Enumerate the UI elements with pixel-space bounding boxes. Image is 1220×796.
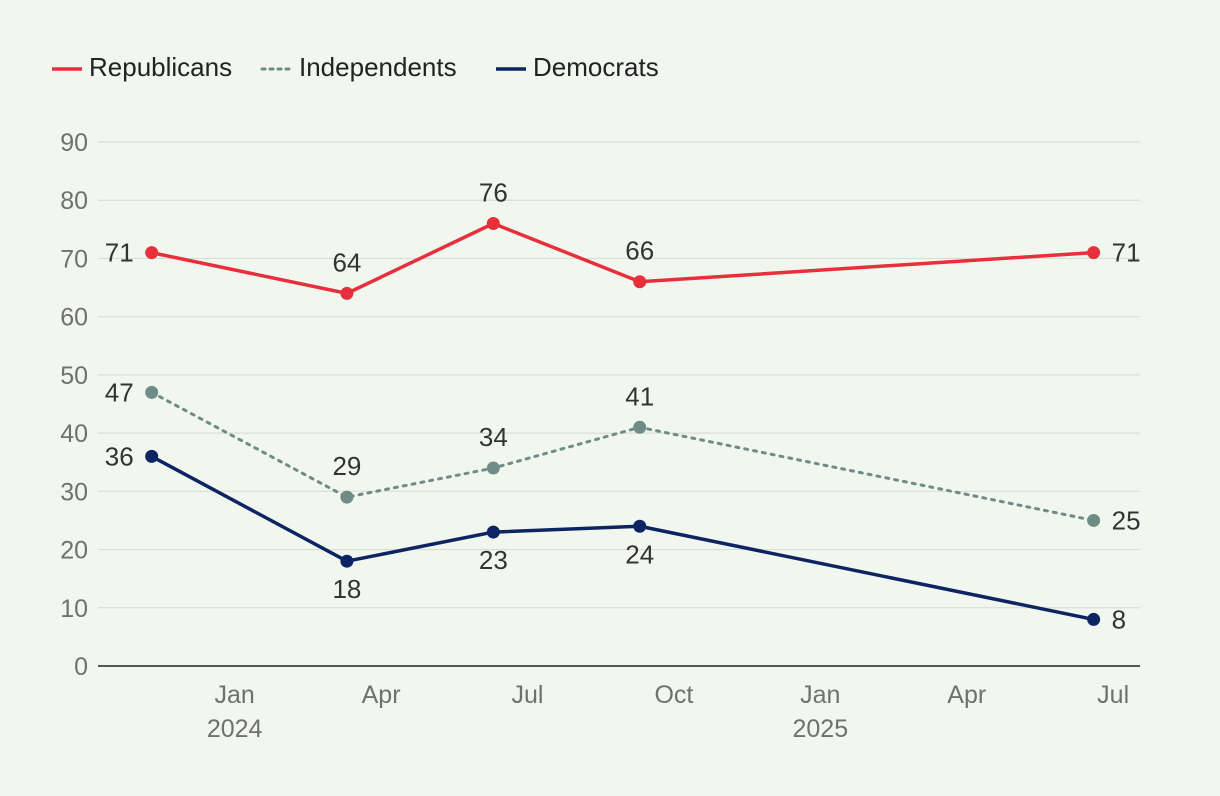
y-axis-ticks: 0 10 20 30 40 50 60 70 80 90 (60, 129, 88, 681)
data-label-independents-1: 29 (332, 451, 361, 481)
series-line-independents (150, 390, 1096, 522)
y-tick-label-10: 10 (60, 595, 88, 623)
y-tick-label-0: 0 (74, 653, 88, 681)
series-line-democrats (150, 454, 1094, 622)
x-tick-label-apr-5: Apr (947, 681, 986, 709)
data-label-democrats-2: 23 (479, 545, 508, 575)
x-tick-label-oct-3: Oct (654, 681, 693, 709)
x-tick-year-2024: 2024 (207, 715, 263, 743)
data-label-republicans-2: 76 (479, 178, 508, 208)
y-tick-label-20: 20 (60, 537, 88, 565)
legend-label-democrats: Democrats (533, 52, 659, 82)
point-independents-0 (145, 385, 159, 399)
point-republicans-0 (145, 246, 159, 260)
y-tick-label-50: 50 (60, 362, 88, 390)
data-label-democrats-4: 8 (1112, 604, 1126, 634)
x-tick-label-jan-4: Jan (800, 681, 840, 709)
y-tick-label-60: 60 (60, 304, 88, 332)
data-label-republicans-0: 71 (105, 238, 134, 268)
x-tick-label-jul-6: Jul (1097, 681, 1129, 709)
point-independents-3 (633, 420, 647, 434)
x-axis-ticks: Jan 2024 Apr Jul Oct Jan 2025 Apr Jul (207, 681, 1129, 743)
point-democrats-2 (486, 525, 500, 539)
point-republicans-1 (340, 286, 354, 300)
data-label-republicans-4: 71 (1112, 238, 1141, 268)
point-republicans-4 (1087, 246, 1101, 260)
data-label-republicans-1: 64 (332, 247, 361, 277)
data-label-independents-0: 47 (105, 377, 134, 407)
data-labels: 71 64 76 66 71 47 29 34 41 25 36 18 23 24 8 (105, 178, 1141, 635)
data-label-democrats-3: 24 (625, 539, 654, 569)
point-republicans-3 (633, 275, 647, 289)
data-label-independents-2: 34 (479, 422, 508, 452)
x-tick-year-2025: 2025 (793, 715, 849, 743)
legend: Republicans Independents Democrats (52, 52, 659, 82)
legend-label-independents: Independents (299, 52, 457, 82)
x-tick-label-apr-1: Apr (362, 681, 401, 709)
point-independents-1 (340, 490, 354, 504)
data-label-democrats-0: 36 (105, 441, 134, 471)
point-independents-4 (1087, 513, 1101, 527)
point-republicans-2 (486, 217, 500, 231)
y-tick-label-80: 80 (60, 187, 88, 215)
legend-label-republicans: Republicans (89, 52, 232, 82)
y-gridlines (98, 141, 1140, 667)
point-independents-2 (486, 461, 500, 475)
data-label-independents-3: 41 (625, 381, 654, 411)
y-tick-label-40: 40 (60, 420, 88, 448)
point-democrats-1 (340, 554, 354, 568)
y-tick-label-70: 70 (60, 245, 88, 273)
point-democrats-3 (633, 519, 647, 533)
x-tick-label-jul-2: Jul (512, 681, 544, 709)
point-democrats-4 (1087, 612, 1101, 626)
y-tick-label-90: 90 (60, 129, 88, 157)
series-lines (145, 217, 1101, 626)
y-tick-label-30: 30 (60, 478, 88, 506)
x-tick-label-jan-0: Jan (214, 681, 254, 709)
data-label-republicans-3: 66 (625, 236, 654, 266)
point-democrats-0 (145, 449, 159, 463)
data-label-democrats-1: 18 (332, 574, 361, 604)
data-label-independents-4: 25 (1112, 505, 1141, 535)
